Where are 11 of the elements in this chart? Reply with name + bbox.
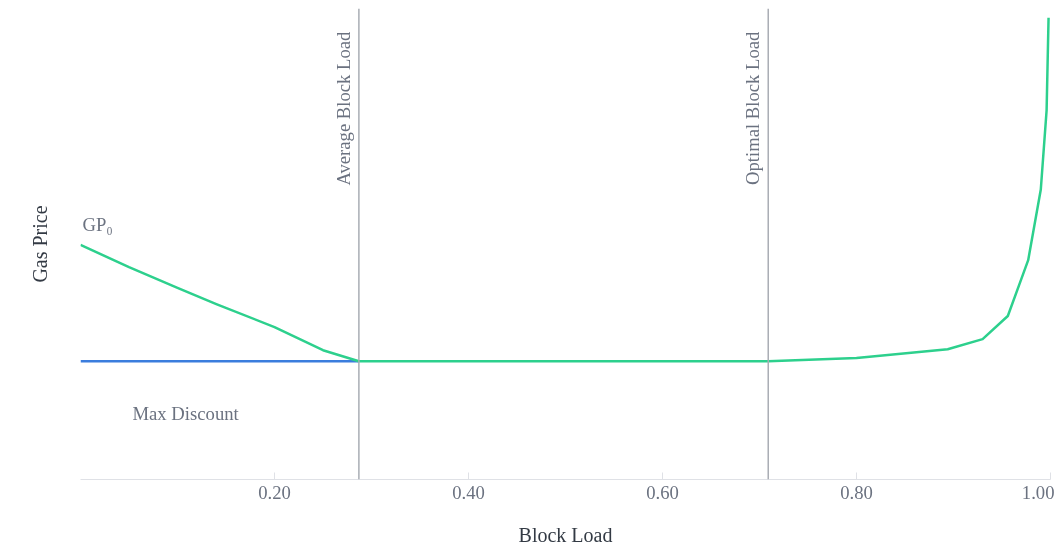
- ref-line-label: Optimal Block Load: [742, 30, 764, 185]
- x-tick-label: 0.40: [452, 481, 485, 503]
- ref-line-label: Average Block Load: [332, 30, 354, 186]
- annotation: GP₀: [82, 213, 113, 235]
- x-tick-label: 0.20: [258, 481, 291, 503]
- x-axis-title: Block Load: [518, 523, 613, 546]
- annotation: Max Discount: [132, 403, 240, 425]
- x-tick-label: 1.00: [1021, 481, 1054, 503]
- x-tick-label: 0.60: [646, 481, 679, 503]
- y-axis-title: Gas Price: [28, 205, 51, 283]
- x-tick-label: 0.80: [840, 481, 873, 503]
